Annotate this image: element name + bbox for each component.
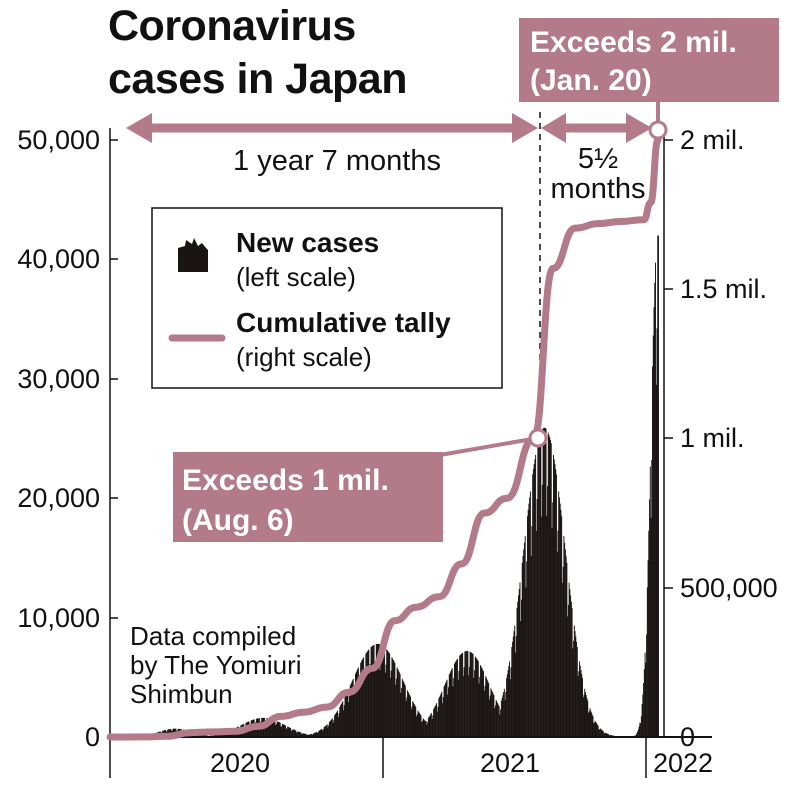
right-axis-ticks: 0 500,000 1 mil. 1.5 mil. 2 mil.: [664, 125, 778, 752]
credit-line-1: Data compiled: [130, 621, 296, 651]
span-arrow-2-right-head: [626, 113, 652, 143]
left-tick-label: 20,000: [17, 483, 100, 513]
legend-label-cumulative: Cumulative tally: [236, 307, 451, 338]
credit-line-2: by The Yomiuri: [130, 650, 302, 680]
span-arrow-1-left-head: [126, 113, 152, 143]
span-arrow-2-left-head: [541, 113, 566, 143]
span-arrow-1-right-head: [512, 113, 538, 143]
left-tick-label: 50,000: [17, 125, 100, 155]
chart-title-line-2: cases in Japan: [108, 55, 407, 103]
left-tick-label: 30,000: [17, 364, 100, 394]
x-year-label-2021: 2021: [480, 748, 540, 778]
callout-1mil-line-2: (Aug. 6): [182, 504, 294, 537]
callout-1mil: Exceeds 1 mil. (Aug. 6): [173, 430, 546, 542]
right-tick-label: 2 mil.: [680, 125, 745, 155]
callout-2mil-line-1: Exceeds 2 mil.: [530, 26, 737, 59]
legend-sublabel-cumulative: (right scale): [236, 342, 372, 372]
chart-title-line-1: Coronavirus: [108, 2, 356, 50]
right-tick-label: 1.5 mil.: [680, 274, 767, 304]
callout-1mil-line-1: Exceeds 1 mil.: [182, 464, 389, 497]
credit-line-3: Shimbun: [130, 679, 233, 709]
marker-2mil: [650, 122, 666, 138]
span-label-1: 1 year 7 months: [233, 145, 441, 177]
left-tick-label: 40,000: [17, 244, 100, 274]
legend-sublabel-new-cases: (left scale): [236, 262, 356, 292]
x-year-label-2022: 2022: [653, 748, 713, 778]
left-tick-label: 0: [85, 722, 100, 752]
left-axis-ticks: 0 10,000 20,000 30,000 40,000 50,000: [17, 125, 118, 752]
marker-1mil: [530, 430, 546, 446]
legend: New cases (left scale) Cumulative tally …: [152, 208, 502, 388]
right-tick-label: 1 mil.: [680, 423, 745, 453]
new-cases-bar: [658, 236, 659, 737]
span-label-2-line-2: months: [550, 173, 645, 205]
right-tick-label: 500,000: [680, 573, 778, 603]
x-year-label-2020: 2020: [210, 748, 270, 778]
span-label-2-line-1: 5½: [578, 143, 618, 175]
callout-2mil-line-2: (Jan. 20): [530, 64, 652, 97]
legend-label-new-cases: New cases: [236, 227, 379, 258]
left-tick-label: 10,000: [17, 603, 100, 633]
